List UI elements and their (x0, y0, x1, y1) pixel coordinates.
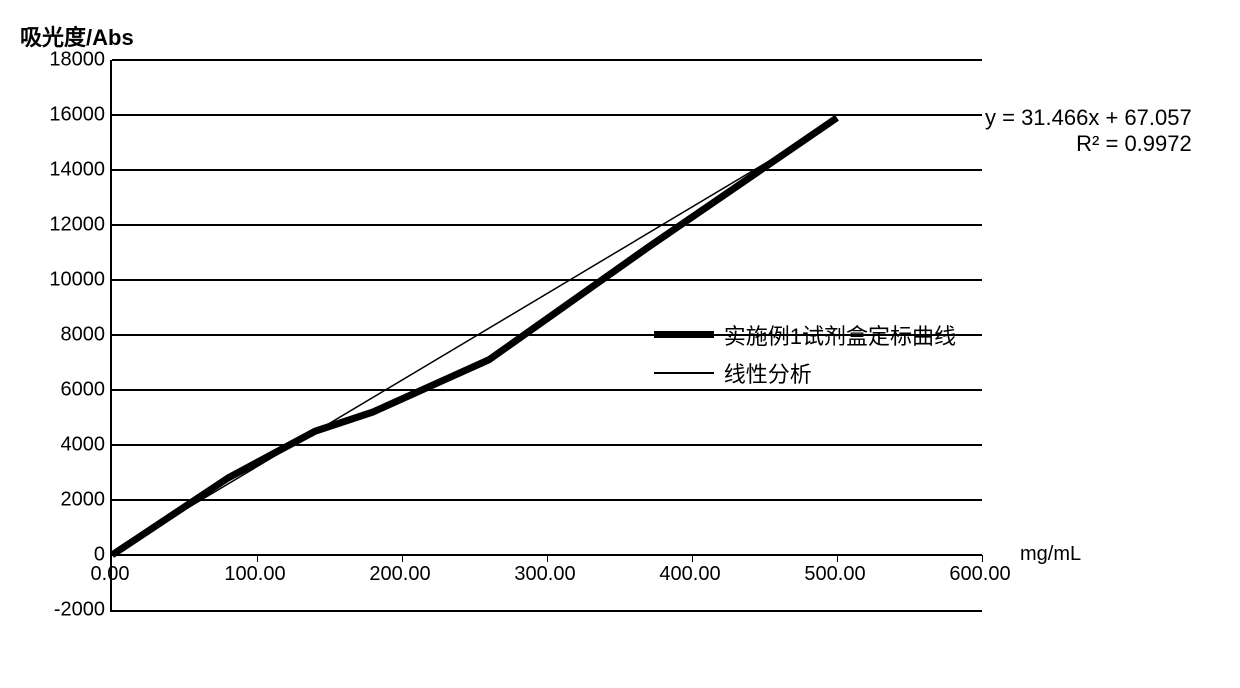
x-tick-mark (547, 555, 548, 562)
x-tick-label: 100.00 (224, 563, 285, 586)
legend-item-calibration: 实施例1试剂盒定标曲线 (654, 319, 956, 351)
grid-line-horizontal (112, 389, 982, 391)
x-tick-mark (257, 555, 258, 562)
x-tick-label: 300.00 (514, 563, 575, 586)
equation-line: y = 31.466x + 67.057 (985, 105, 1192, 131)
x-tick-label: 200.00 (369, 563, 430, 586)
y-tick-label: -2000 (30, 599, 105, 622)
x-tick-label: 600.00 (949, 563, 1010, 586)
grid-line-horizontal (112, 444, 982, 446)
x-tick-mark (837, 555, 838, 562)
grid-line-horizontal (112, 224, 982, 226)
grid-line-horizontal (112, 59, 982, 61)
x-tick-mark (402, 555, 403, 562)
y-tick-label: 10000 (30, 269, 105, 292)
y-tick-label: 2000 (30, 489, 105, 512)
y-axis-title: 吸光度/Abs (20, 20, 134, 52)
x-axis-baseline (112, 554, 982, 556)
legend-label-linear: 线性分析 (724, 357, 812, 389)
grid-line-horizontal (112, 499, 982, 501)
legend-item-linear: 线性分析 (654, 357, 812, 389)
y-tick-label: 16000 (30, 104, 105, 127)
y-tick-label: 6000 (30, 379, 105, 402)
grid-line-horizontal (112, 169, 982, 171)
x-tick-mark (982, 555, 983, 562)
y-tick-label: 4000 (30, 434, 105, 457)
y-tick-label: 12000 (30, 214, 105, 237)
grid-line-horizontal (112, 279, 982, 281)
y-tick-label: 14000 (30, 159, 105, 182)
legend-label-calibration: 实施例1试剂盒定标曲线 (724, 319, 956, 351)
r-squared-line: R² = 0.9972 (985, 131, 1192, 157)
y-tick-label: 8000 (30, 324, 105, 347)
legend-swatch-calibration (654, 331, 714, 338)
x-tick-mark (692, 555, 693, 562)
chart-container: 吸光度/Abs y = 31.466x + 67.057 R² = 0.9972… (20, 20, 1220, 668)
y-tick-label: 18000 (30, 49, 105, 72)
x-axis-title: mg/mL (1020, 543, 1081, 566)
equation-annotation: y = 31.466x + 67.057 R² = 0.9972 (985, 105, 1192, 157)
legend-swatch-linear (654, 372, 714, 374)
x-tick-label: 500.00 (804, 563, 865, 586)
grid-line-horizontal (112, 114, 982, 116)
x-tick-label: 400.00 (659, 563, 720, 586)
x-tick-label: 0.00 (91, 563, 130, 586)
